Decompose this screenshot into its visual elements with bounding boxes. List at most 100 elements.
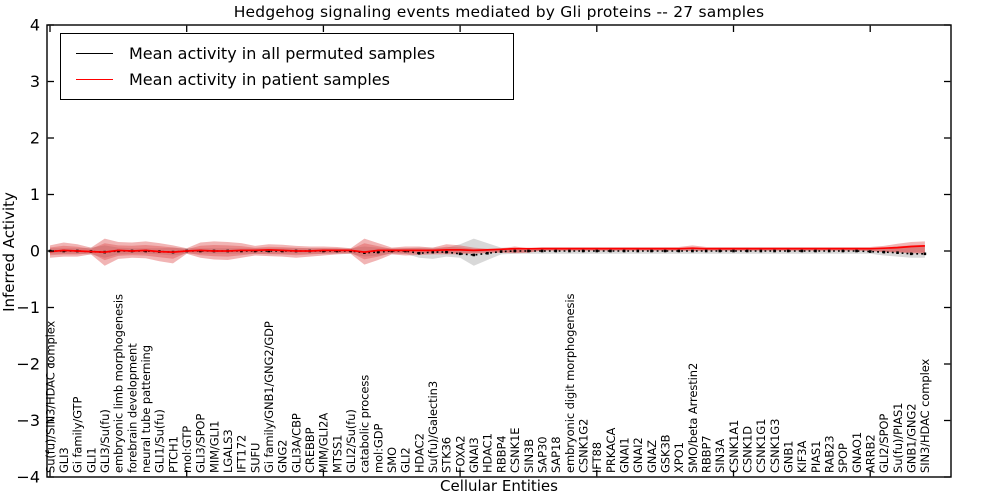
data-point-marker: [677, 249, 681, 253]
x-tick-label: GSK3B: [658, 434, 672, 473]
x-tick-label: Su(fu)/Galectin3: [426, 381, 440, 473]
data-point-marker: [527, 249, 530, 253]
y-tick-label: 2: [30, 129, 40, 148]
x-tick-label: GNB1: [782, 441, 796, 473]
x-axis-label: Cellular Entities: [440, 477, 558, 495]
data-point-marker: [267, 249, 271, 253]
data-point-marker: [581, 249, 585, 253]
x-tick-label: GNAZ: [645, 440, 659, 473]
x-tick-label: RBBP7: [700, 435, 714, 473]
x-tick-label: CREBBP: [303, 427, 317, 473]
x-tick-label: GLI2/SPOP: [877, 414, 891, 473]
x-tick-label: CSNK1G3: [768, 419, 782, 473]
x-tick-label: Su(fu)/PIAS1: [891, 403, 905, 473]
x-tick-label: GLI3: [57, 447, 71, 473]
legend-line-sample-black: [76, 52, 113, 54]
data-point-marker: [609, 249, 612, 253]
data-point-marker: [759, 249, 763, 253]
data-point-marker: [636, 249, 640, 253]
x-tick-label: GNAO1: [850, 432, 864, 473]
data-point-marker: [622, 249, 626, 253]
y-axis-label: Inferred Activity: [0, 192, 18, 312]
x-tick-label: SIN3/HDAC complex: [918, 359, 932, 473]
x-tick-label: FOXA2: [453, 436, 467, 474]
x-tick-label: GLI3A/CBP: [289, 413, 303, 473]
data-point-marker: [472, 253, 476, 257]
x-tick-label: SMO/beta Arrestin2: [686, 363, 700, 473]
x-tick-label: neural tube patterning: [139, 345, 153, 473]
x-tick-label: GNAI3: [467, 437, 481, 473]
data-point-marker: [431, 250, 435, 254]
data-point-marker: [376, 250, 380, 254]
data-point-marker: [458, 252, 462, 256]
data-point-marker: [499, 250, 503, 253]
x-tick-label: CSNK1G1: [754, 419, 768, 473]
x-tick-label: SIN3B: [522, 439, 536, 473]
data-point-marker: [486, 251, 489, 255]
legend-label: Mean activity in patient samples: [129, 69, 390, 89]
y-tick-label: −4: [16, 468, 40, 487]
legend: Mean activity in all permuted samples Me…: [60, 33, 514, 100]
x-tick-label: CSNK1A1: [727, 420, 741, 473]
patient-mean-line: [49, 245, 925, 253]
data-point-marker: [745, 249, 749, 253]
x-tick-label: SIN3A: [713, 439, 727, 473]
y-tick-label: −2: [16, 355, 40, 374]
data-point-marker: [595, 249, 599, 253]
y-tick-label: 0: [30, 242, 40, 261]
data-point-marker: [445, 250, 448, 254]
data-point-marker: [691, 249, 694, 253]
x-tick-label: GNAI1: [617, 437, 631, 473]
data-point-marker: [773, 249, 776, 253]
x-tick-label: GLI2: [399, 447, 413, 473]
x-tick-label: CSNK1G2: [576, 419, 590, 473]
x-tick-label: SUFU: [248, 443, 262, 473]
data-point-marker: [663, 249, 667, 253]
x-tick-label: Su(fu)/SIN3/HDAC complex: [43, 320, 57, 473]
x-tick-label: Gi family/GTP: [71, 397, 85, 473]
chart-title: Hedgehog signaling events mediated by Gl…: [233, 3, 765, 21]
x-tick-label: GNB1/GNG2: [905, 404, 919, 473]
data-point-marker: [841, 249, 845, 253]
x-tick-label: RAB23: [823, 436, 837, 473]
data-point-marker: [923, 252, 927, 256]
x-tick-label: mol:GDP: [371, 424, 385, 473]
data-point-marker: [896, 251, 899, 254]
data-point-marker: [650, 249, 653, 253]
data-point-marker: [417, 251, 421, 255]
data-point-marker: [513, 249, 517, 253]
x-tick-label: PIAS1: [809, 441, 823, 473]
data-point-marker: [786, 249, 790, 253]
x-tick-label: GNG2: [276, 440, 290, 473]
y-tick-label: −1: [16, 298, 40, 317]
x-tick-label: CSNK1D: [741, 426, 755, 473]
data-point-marker: [554, 249, 558, 253]
data-point-marker: [732, 249, 735, 253]
legend-item-permuted: Mean activity in all permuted samples: [61, 40, 513, 66]
x-tick-label: GLI2/Su(fu): [344, 409, 358, 473]
x-tick-label: embryonic limb morphogenesis: [112, 294, 126, 473]
x-tick-label: HDAC2: [412, 433, 426, 473]
x-tick-label: CSNK1E: [508, 428, 522, 473]
x-tick-label: GLI3/SPOP: [194, 414, 208, 473]
x-tick-label: IFT88: [590, 442, 604, 473]
data-point-marker: [568, 249, 571, 253]
x-tick-label: SAP18: [549, 437, 563, 473]
data-point-marker: [868, 250, 872, 253]
x-tick-label: HDAC1: [481, 433, 495, 473]
patient-samples-band-inner: [50, 243, 925, 261]
data-point-marker: [704, 249, 708, 253]
data-point-marker: [540, 249, 544, 253]
x-tick-label: GLI1/Su(fu): [153, 409, 167, 473]
x-tick-label: GLI3/Su(fu): [98, 409, 112, 473]
x-tick-label: GNAI2: [631, 437, 645, 473]
data-point-marker: [827, 249, 831, 253]
y-tick-label: 3: [30, 72, 40, 91]
x-tick-label: RBBP4: [494, 435, 508, 473]
x-tick-label: PTCH1: [166, 436, 180, 473]
x-tick-label: MIM/GLI1: [207, 421, 221, 473]
x-tick-label: IFT172: [235, 435, 249, 473]
y-tick-label: 4: [30, 16, 40, 35]
